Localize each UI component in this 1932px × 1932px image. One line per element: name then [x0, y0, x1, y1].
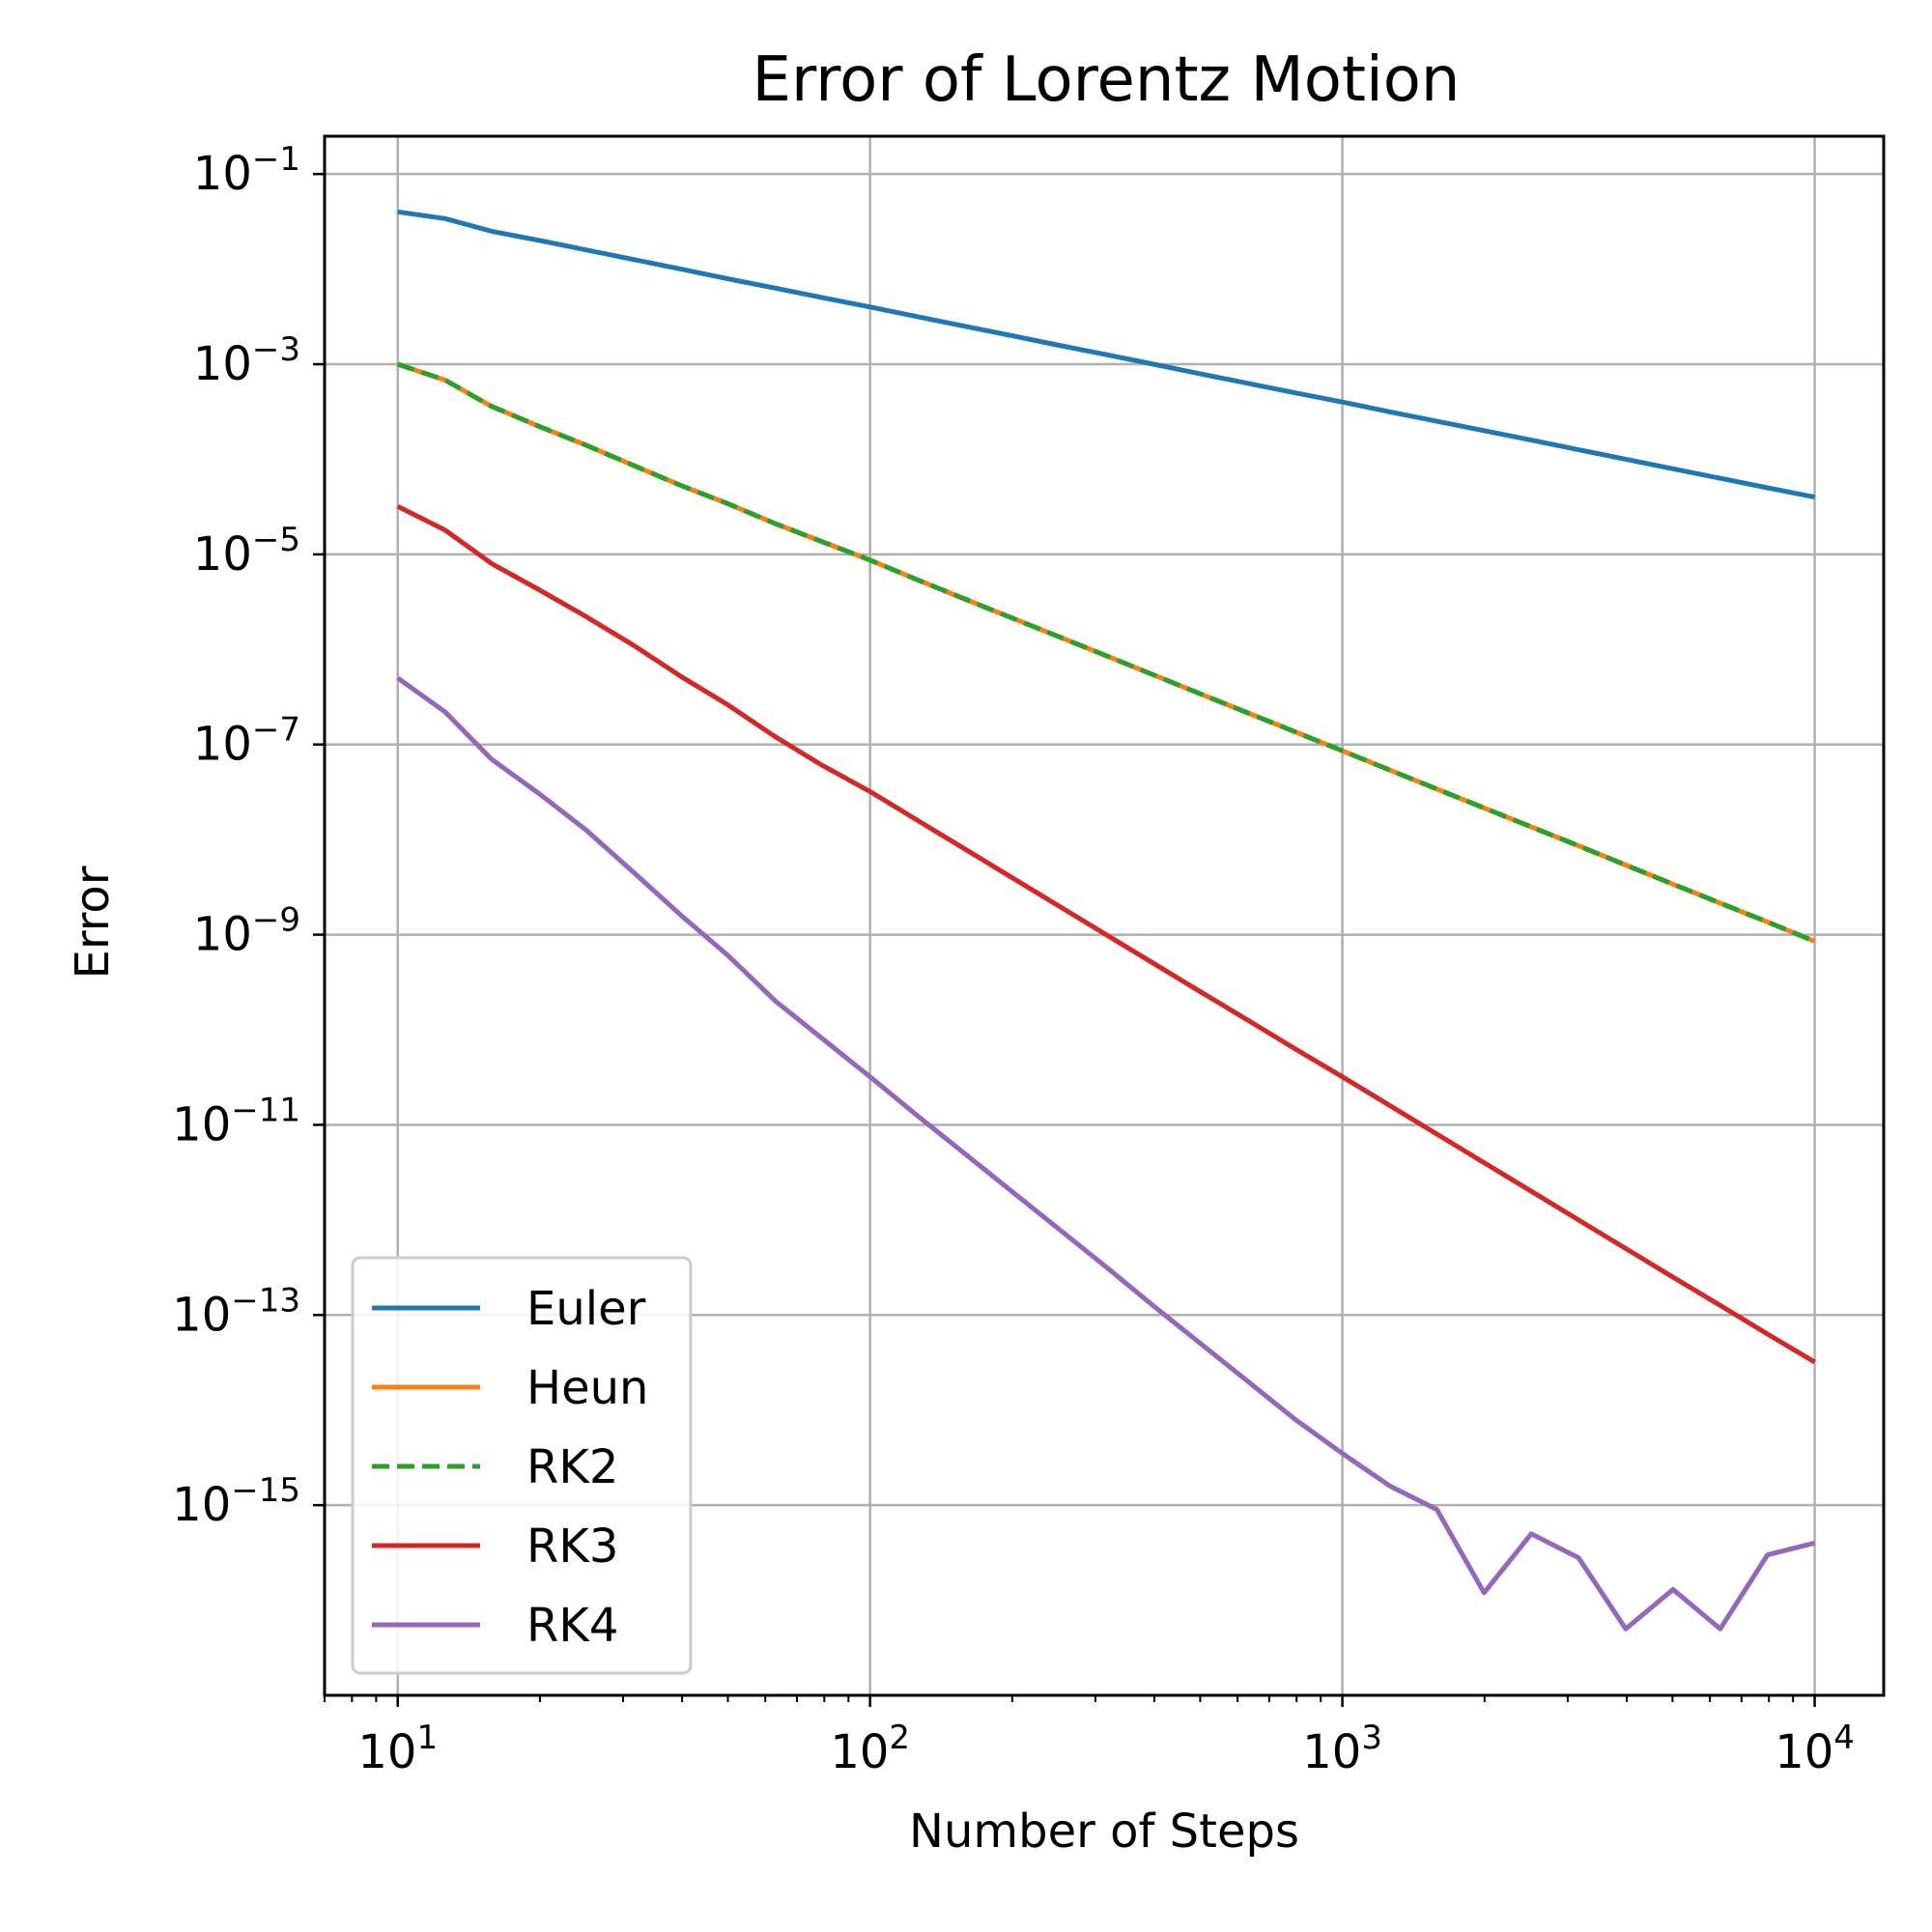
legend-label-rk4: RK4 [526, 1599, 618, 1653]
y-tick-label: 10−3 [193, 330, 300, 391]
y-tick-label: 10−5 [193, 521, 300, 582]
series-lines [396, 209, 1816, 1632]
legend-box [351, 1256, 693, 1675]
y-tick-label: 10−15 [172, 1471, 300, 1532]
x-tick-label: 103 [1302, 1719, 1382, 1779]
y-tick-label: 10−13 [172, 1281, 300, 1342]
legend-label-euler: Euler [526, 1282, 646, 1336]
y-tick-label: 10−1 [193, 140, 300, 201]
y-tick-label: 10−7 [193, 711, 300, 772]
series-line-rk3 [396, 503, 1816, 1365]
y-axis-label: Error [66, 866, 120, 979]
legend-label-rk2: RK2 [526, 1440, 618, 1494]
x-tick-label: 101 [357, 1719, 438, 1779]
series-line-rk4 [396, 675, 1816, 1632]
series-line-euler [397, 209, 1816, 500]
axis-ticks: 101 102 103 104 10−1 10−3 10−5 10−7 10−9 10−11 10−… [172, 140, 1855, 1779]
legend: Euler Heun RK2 RK3 RK4 [351, 1256, 693, 1675]
plot-area-frame [323, 134, 1886, 1697]
chart-title: Error of Lorentz Motion [753, 44, 1461, 116]
legend-label-heun: Heun [526, 1361, 648, 1415]
x-tick-label: 102 [830, 1719, 910, 1779]
x-tick-label: 104 [1775, 1719, 1855, 1779]
x-axis-label: Number of Steps [909, 1804, 1299, 1859]
legend-label-rk3: RK3 [526, 1520, 618, 1574]
y-tick-label: 10−9 [193, 901, 300, 962]
series-line-rk2 [396, 361, 1816, 944]
y-tick-label: 10−11 [172, 1091, 300, 1151]
